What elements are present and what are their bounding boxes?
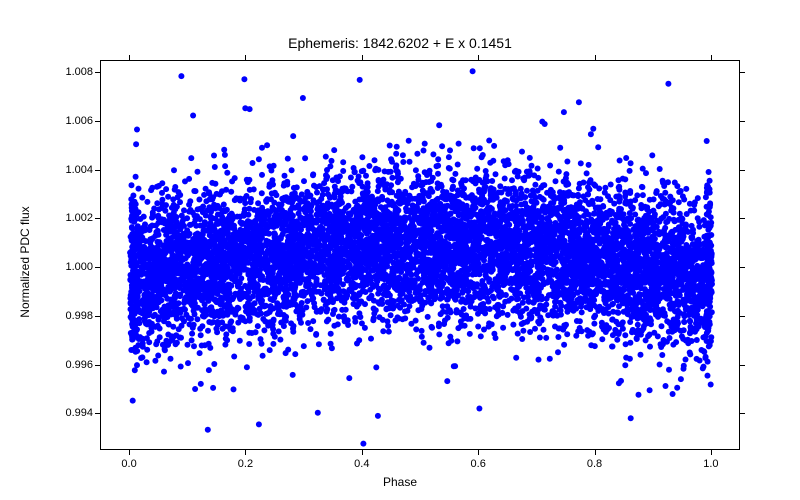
ytick-mark	[95, 267, 100, 268]
xtick-label: 0.6	[471, 458, 486, 470]
ytick-mark	[95, 72, 100, 73]
xtick-mark	[362, 450, 363, 455]
ytick-mark	[740, 413, 745, 414]
xtick-label: 0.8	[587, 458, 602, 470]
xtick-mark	[478, 450, 479, 455]
ytick-label: 1.002	[55, 212, 93, 224]
ytick-mark	[95, 413, 100, 414]
plot-area	[100, 60, 740, 450]
chart-title: Ephemeris: 1842.6202 + E x 0.1451	[0, 35, 800, 51]
ytick-label: 1.008	[55, 66, 93, 78]
ytick-label: 1.006	[55, 115, 93, 127]
ytick-label: 0.996	[55, 359, 93, 371]
ytick-mark	[95, 316, 100, 317]
xtick-label: 0.4	[354, 458, 369, 470]
xtick-label: 0.0	[121, 458, 136, 470]
xtick-label: 1.0	[703, 458, 718, 470]
xtick-mark	[478, 55, 479, 60]
xtick-mark	[245, 55, 246, 60]
xtick-mark	[362, 55, 363, 60]
ytick-mark	[740, 218, 745, 219]
scatter-points	[101, 61, 741, 451]
y-axis-label: Normalized PDC flux	[18, 162, 32, 362]
ytick-mark	[95, 121, 100, 122]
xtick-mark	[595, 55, 596, 60]
xtick-mark	[129, 55, 130, 60]
xtick-mark	[595, 450, 596, 455]
ytick-label: 0.994	[55, 407, 93, 419]
ytick-mark	[95, 170, 100, 171]
ytick-mark	[95, 218, 100, 219]
xtick-mark	[711, 55, 712, 60]
ytick-mark	[95, 365, 100, 366]
xtick-mark	[711, 450, 712, 455]
xtick-mark	[129, 450, 130, 455]
ytick-mark	[740, 267, 745, 268]
ytick-label: 0.998	[55, 310, 93, 322]
xtick-mark	[245, 450, 246, 455]
ytick-mark	[740, 365, 745, 366]
ytick-mark	[740, 121, 745, 122]
ytick-mark	[740, 170, 745, 171]
ytick-label: 1.004	[55, 164, 93, 176]
xtick-label: 0.2	[238, 458, 253, 470]
ytick-mark	[740, 72, 745, 73]
chart-container: Ephemeris: 1842.6202 + E x 0.1451 Phase …	[0, 0, 800, 500]
x-axis-label: Phase	[0, 475, 800, 489]
ytick-mark	[740, 316, 745, 317]
ytick-label: 1.000	[55, 261, 93, 273]
